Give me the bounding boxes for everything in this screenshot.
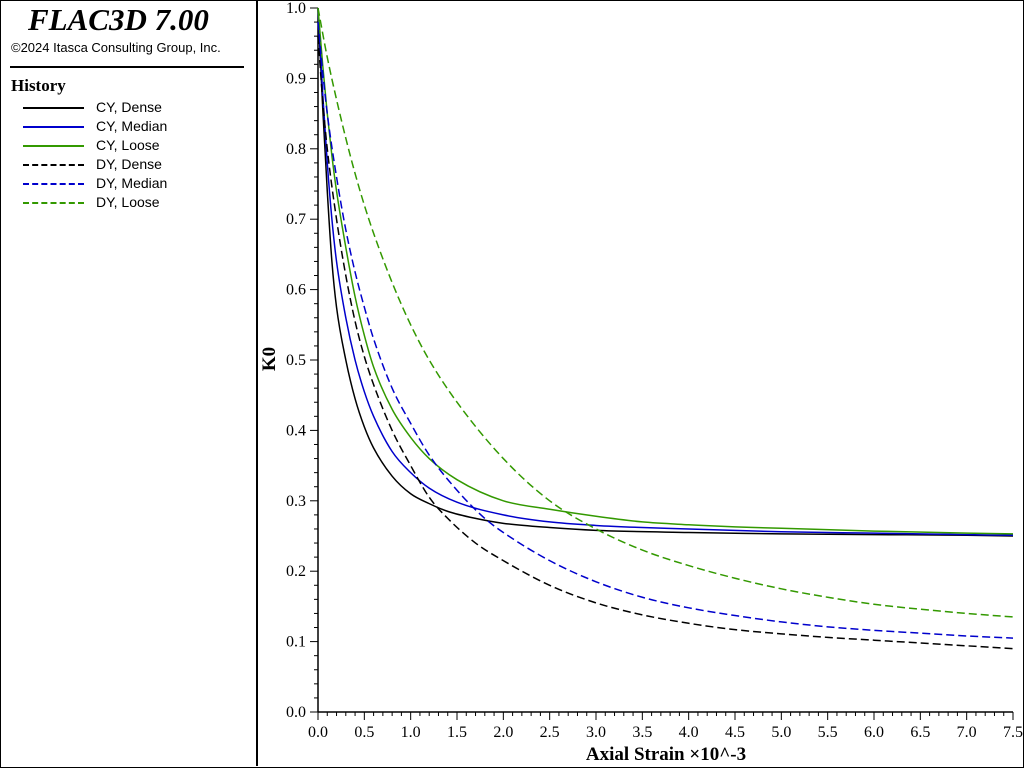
x-tick-label: 2.5 (540, 724, 560, 741)
title-divider (10, 66, 244, 68)
x-tick-label: 5.5 (818, 724, 838, 741)
series-line-cy-dense (317, 7, 1014, 537)
legend-swatch (23, 107, 84, 109)
x-tick-label: 1.5 (447, 724, 467, 741)
legend-label: DY, Loose (96, 194, 160, 210)
legend-panel: FLAC3D 7.00 ©2024 Itasca Consulting Grou… (0, 0, 258, 766)
legend-swatch (23, 202, 84, 204)
series-line-cy-loose (317, 7, 1014, 535)
y-tick-label: 0.8 (286, 141, 306, 158)
legend-heading: History (11, 76, 66, 95)
x-tick-label: 3.5 (632, 724, 652, 741)
y-tick-label: 1.0 (286, 0, 306, 17)
x-tick-label: 3.0 (586, 724, 606, 741)
app-title: FLAC3D 7.00 (28, 2, 209, 37)
legend-item-dy-median: DY, Median (23, 174, 243, 193)
x-tick-label: 7.5 (1003, 724, 1023, 741)
y-tick-label: 0.3 (286, 493, 306, 510)
legend-item-dy-loose: DY, Loose (23, 193, 243, 212)
x-axis-title: Axial Strain ×10^-3 (586, 744, 746, 765)
x-tick-label: 4.5 (725, 724, 745, 741)
y-tick-label: 0.7 (286, 211, 306, 228)
y-axis-title: K0 (259, 347, 280, 371)
legend-swatch (23, 126, 84, 128)
y-tick-label: 0.2 (286, 563, 306, 580)
series-line-cy-median (317, 7, 1014, 537)
legend-label: CY, Dense (96, 99, 162, 115)
legend-item-cy-dense: CY, Dense (23, 98, 243, 117)
y-tick-label: 0.5 (286, 352, 306, 369)
x-tick-label: 0.5 (354, 724, 374, 741)
legend: CY, Dense CY, Median CY, Loose DY, Dense DY,… (23, 98, 243, 212)
legend-label: CY, Median (96, 118, 168, 134)
y-tick-label: 0.9 (286, 70, 306, 87)
x-tick-label: 5.0 (771, 724, 791, 741)
series-line-dy-median (317, 22, 1014, 639)
legend-item-dy-dense: DY, Dense (23, 155, 243, 174)
y-tick-label: 0.4 (286, 422, 306, 439)
legend-item-cy-loose: CY, Loose (23, 136, 243, 155)
legend-item-cy-median: CY, Median (23, 117, 243, 136)
x-tick-label: 7.0 (957, 724, 977, 741)
y-tick-label: 0.6 (286, 282, 306, 299)
legend-swatch (23, 183, 84, 185)
x-tick-label: 6.5 (910, 724, 930, 741)
series-line-dy-loose (317, 7, 1014, 618)
x-tick-label: 0.0 (308, 724, 328, 741)
x-tick-label: 1.0 (401, 724, 421, 741)
legend-label: DY, Median (96, 175, 168, 191)
y-tick-label: 0.1 (286, 634, 306, 651)
legend-swatch (23, 145, 84, 147)
series-line-dy-dense (317, 36, 1014, 650)
legend-label: CY, Loose (96, 137, 160, 153)
legend-label: DY, Dense (96, 156, 162, 172)
x-tick-label: 6.0 (864, 724, 884, 741)
copyright-text: ©2024 Itasca Consulting Group, Inc. (11, 40, 221, 55)
x-tick-label: 2.0 (493, 724, 513, 741)
x-tick-label: 4.0 (679, 724, 699, 741)
legend-swatch (23, 164, 84, 166)
y-tick-label: 0.0 (286, 704, 306, 721)
